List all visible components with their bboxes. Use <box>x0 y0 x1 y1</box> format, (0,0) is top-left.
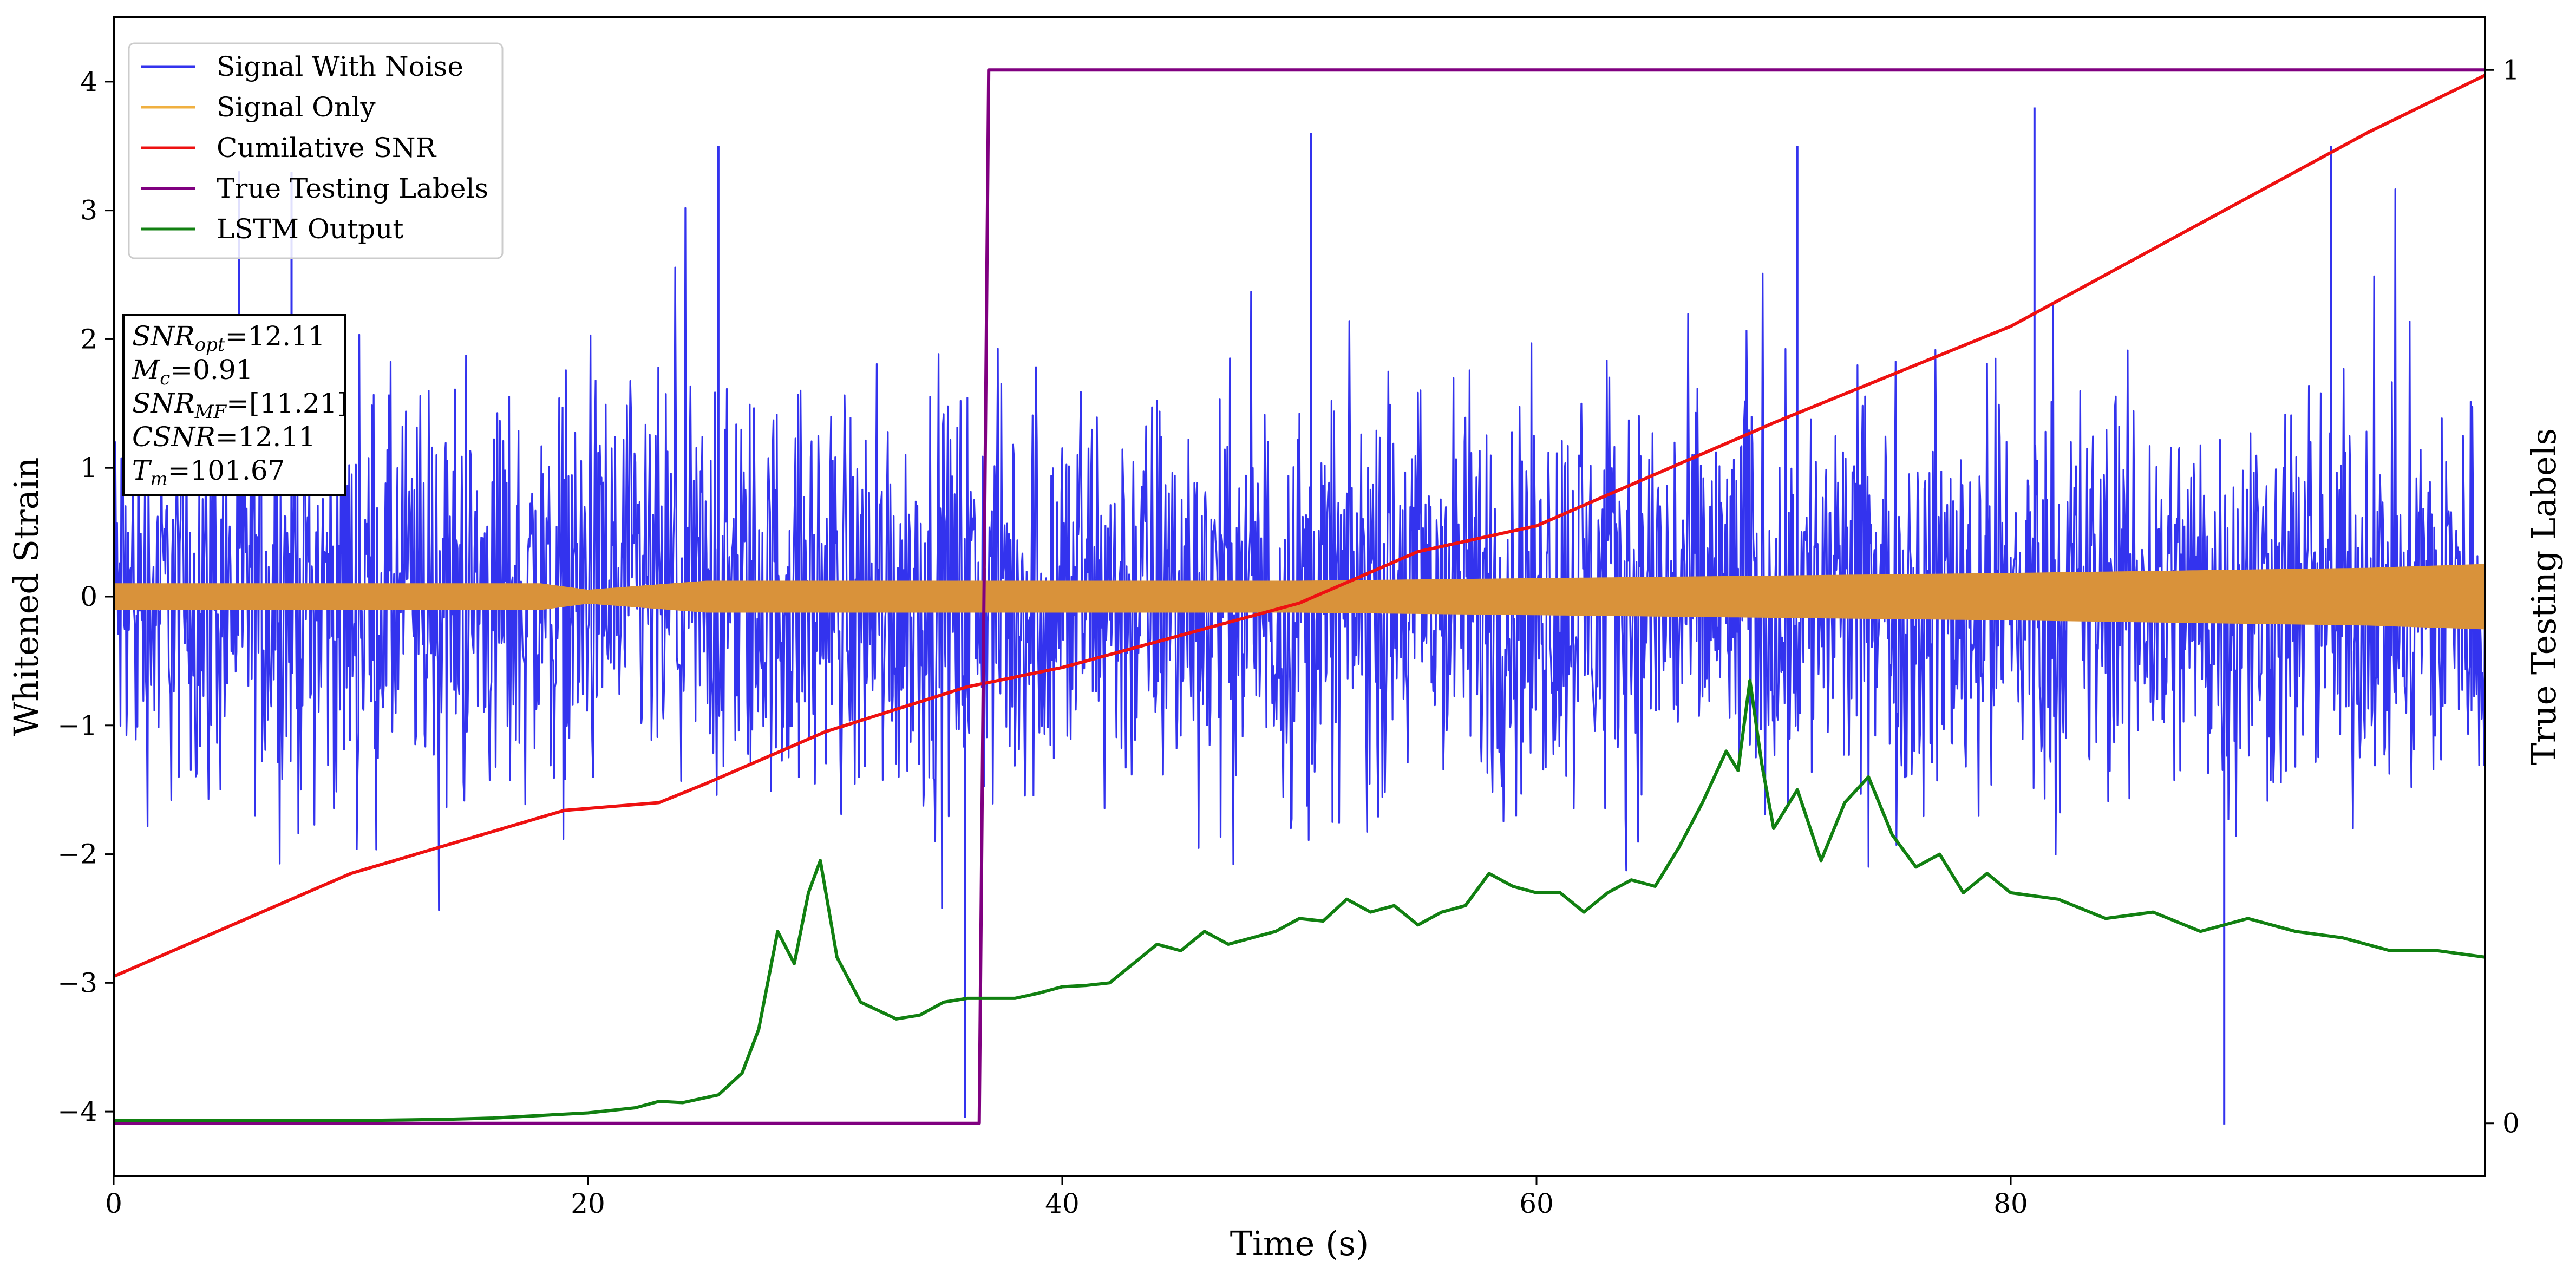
series-true-testing-labels <box>114 68 2485 1125</box>
series-signal-with-noise <box>114 171 2485 911</box>
y-right-tick-label: 1 <box>2502 54 2520 86</box>
legend-item: Signal With Noise <box>141 51 463 82</box>
info-box: SNRopt=12.11Mc=0.91SNRMF=[11.21]CSNR=12.… <box>122 314 348 496</box>
y-tick-label: −4 <box>57 1096 97 1127</box>
x-tick-label: 80 <box>1993 1188 2028 1219</box>
legend-label: Cumilative SNR <box>217 132 436 164</box>
y-tick-label: −1 <box>57 710 97 741</box>
y-tick-label: −3 <box>57 967 97 998</box>
info-box-line: CSNR=12.11 <box>132 421 316 453</box>
y-tick-label: 4 <box>80 66 97 97</box>
series-cumulative-snr <box>114 74 2485 978</box>
x-tick-label: 60 <box>1519 1188 1554 1219</box>
legend-label: True Testing Labels <box>217 173 488 204</box>
legend-box <box>128 42 504 259</box>
y-axis-title: Whitened Strain <box>6 458 46 736</box>
y-tick-label: 2 <box>80 323 97 355</box>
legend-item: Cumilative SNR <box>141 132 436 164</box>
y-right-tick-label: 0 <box>2502 1108 2520 1139</box>
info-box-line: SNRopt=12.11 <box>132 321 325 356</box>
x-tick-label: 0 <box>105 1188 122 1219</box>
y-tick-label: 1 <box>80 452 97 484</box>
x-tick-label: 20 <box>571 1188 605 1219</box>
series-lstm-output <box>114 678 2485 1122</box>
y-axis-title-right: True Testing Labels <box>2524 428 2564 766</box>
legend-label: Signal With Noise <box>217 51 463 82</box>
legend-label: Signal Only <box>217 92 376 123</box>
info-box-line: SNRMF=[11.21] <box>132 388 348 423</box>
legend-item: Signal Only <box>141 92 376 123</box>
legend: Signal With Noise Signal Only Cumilative S… <box>128 42 504 259</box>
y-tick-label: 3 <box>80 195 97 226</box>
legend-label: LSTM Output <box>217 213 403 245</box>
plot-area <box>114 68 2485 1125</box>
x-axis-title: Time (s) <box>1230 1224 1369 1263</box>
series-signal-only <box>114 564 2485 630</box>
y-tick-label: 0 <box>80 581 97 612</box>
legend-item: True Testing Labels <box>141 173 488 204</box>
legend-item: LSTM Output <box>141 213 403 245</box>
y-tick-label: −2 <box>57 839 97 870</box>
info-box-line: Tm=101.67 <box>132 455 285 490</box>
x-tick-label: 40 <box>1045 1188 1080 1219</box>
info-box-frame <box>122 314 346 496</box>
info-box-line: Mc=0.91 <box>132 354 253 389</box>
